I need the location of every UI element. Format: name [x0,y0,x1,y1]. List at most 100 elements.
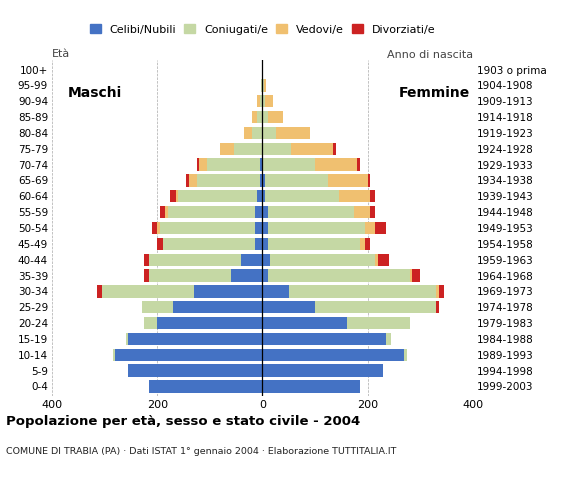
Bar [268,111,284,123]
Bar [150,269,231,282]
Bar [189,174,197,187]
Bar [315,301,436,313]
Bar [262,238,268,250]
Text: Anno di nascita: Anno di nascita [387,50,473,60]
Bar [346,317,409,329]
Bar [265,190,339,203]
Bar [97,285,102,298]
Bar [375,253,378,266]
Bar [252,111,257,123]
Bar [160,206,165,218]
Bar [152,222,157,234]
Bar [252,127,262,139]
Bar [128,333,262,345]
Bar [173,301,262,313]
Bar [260,158,262,171]
Bar [168,206,255,218]
Bar [268,222,365,234]
Bar [354,206,370,218]
Text: Maschi: Maschi [68,86,122,100]
Bar [115,348,262,361]
Bar [370,206,375,218]
Bar [257,111,262,123]
Bar [160,222,255,234]
Bar [157,238,162,250]
Bar [263,79,266,92]
Bar [268,269,409,282]
Legend: Celibi/Nubili, Coniugati/e, Vedovi/e, Divorziati/e: Celibi/Nubili, Coniugati/e, Vedovi/e, Di… [88,22,437,37]
Bar [176,190,179,203]
Bar [200,158,207,171]
Bar [409,269,412,282]
Bar [262,174,265,187]
Bar [378,253,389,266]
Bar [262,364,383,377]
Bar [339,190,370,203]
Text: Età: Età [52,49,70,59]
Bar [150,380,262,393]
Bar [268,206,354,218]
Bar [113,348,115,361]
Bar [262,333,386,345]
Bar [102,285,194,298]
Bar [365,238,370,250]
Bar [257,190,262,203]
Bar [144,253,150,266]
Bar [386,333,392,345]
Bar [360,238,365,250]
Bar [262,206,268,218]
Bar [262,95,265,108]
Bar [357,158,360,171]
Bar [186,174,189,187]
Bar [262,269,268,282]
Bar [375,222,386,234]
Bar [438,285,444,298]
Bar [262,348,404,361]
Bar [142,301,173,313]
Bar [220,143,234,155]
Bar [244,127,252,139]
Bar [262,253,270,266]
Bar [268,238,360,250]
Bar [262,380,360,393]
Bar [291,143,334,155]
Bar [144,317,157,329]
Text: Femmine: Femmine [399,86,470,100]
Bar [241,253,262,266]
Bar [265,174,328,187]
Bar [262,222,268,234]
Bar [150,253,241,266]
Bar [197,158,200,171]
Bar [436,285,438,298]
Bar [315,158,357,171]
Bar [262,301,315,313]
Bar [260,95,262,108]
Bar [144,269,150,282]
Bar [436,301,438,313]
Bar [334,143,336,155]
Bar [262,127,276,139]
Bar [234,143,262,155]
Bar [178,190,257,203]
Bar [365,222,375,234]
Bar [255,238,262,250]
Bar [171,190,176,203]
Bar [262,143,291,155]
Bar [270,253,375,266]
Bar [257,95,260,108]
Bar [262,190,265,203]
Bar [404,348,407,361]
Text: COMUNE DI TRABIA (PA) · Dati ISTAT 1° gennaio 2004 · Elaborazione TUTTITALIA.IT: COMUNE DI TRABIA (PA) · Dati ISTAT 1° ge… [6,446,396,456]
Bar [262,317,346,329]
Bar [368,174,370,187]
Bar [207,158,260,171]
Bar [231,269,262,282]
Bar [197,174,260,187]
Bar [194,285,262,298]
Bar [128,364,262,377]
Bar [255,222,262,234]
Bar [165,206,168,218]
Bar [262,158,315,171]
Bar [260,174,262,187]
Bar [157,222,160,234]
